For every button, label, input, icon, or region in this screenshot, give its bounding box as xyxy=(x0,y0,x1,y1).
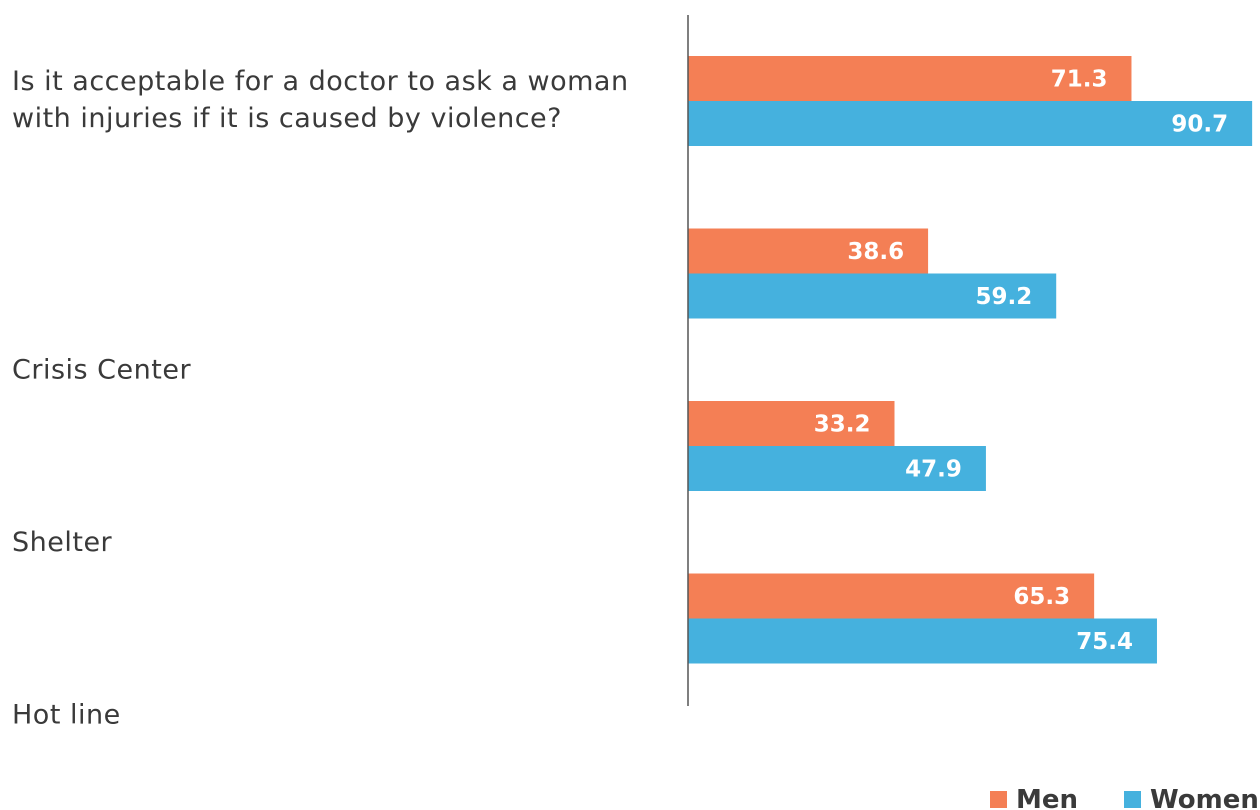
value-label: 71.3 xyxy=(1051,67,1108,93)
bar-men xyxy=(688,401,895,446)
bar-women xyxy=(688,446,986,491)
bar-men xyxy=(688,56,1132,101)
legend: Men Women xyxy=(990,785,1259,810)
value-label: 33.2 xyxy=(814,412,871,438)
legend-label-men: Men xyxy=(1016,785,1078,810)
value-label: 90.7 xyxy=(1171,112,1228,138)
category-label: Is it acceptable for a doctor to ask a w… xyxy=(12,66,629,97)
bar-women xyxy=(688,618,1157,664)
value-label: 75.4 xyxy=(1076,629,1133,655)
bar-women xyxy=(688,101,1253,146)
legend-swatch-men xyxy=(990,791,1007,808)
value-label: 59.2 xyxy=(975,284,1032,310)
category-label: Shelter xyxy=(12,527,113,558)
category-label: Crisis Center xyxy=(12,355,191,386)
legend-swatch-women xyxy=(1124,791,1141,808)
value-label: 47.9 xyxy=(905,457,962,483)
value-label: 65.3 xyxy=(1013,584,1070,610)
category-label: with injuries if it is caused by violenc… xyxy=(12,103,562,134)
value-label: 38.6 xyxy=(847,239,904,265)
bar-men xyxy=(688,228,929,274)
legend-label-women: Women xyxy=(1150,785,1259,810)
bar-men xyxy=(688,573,1095,619)
bar-women xyxy=(688,273,1057,319)
category-label: Hot line xyxy=(12,700,121,731)
bars xyxy=(688,56,1253,664)
value-labels: 71.3 90.7 38.6 59.2 33.2 47.9 65.375.4 xyxy=(814,67,1228,656)
category-labels: Is it acceptable for a doctor to ask a w… xyxy=(12,66,629,731)
